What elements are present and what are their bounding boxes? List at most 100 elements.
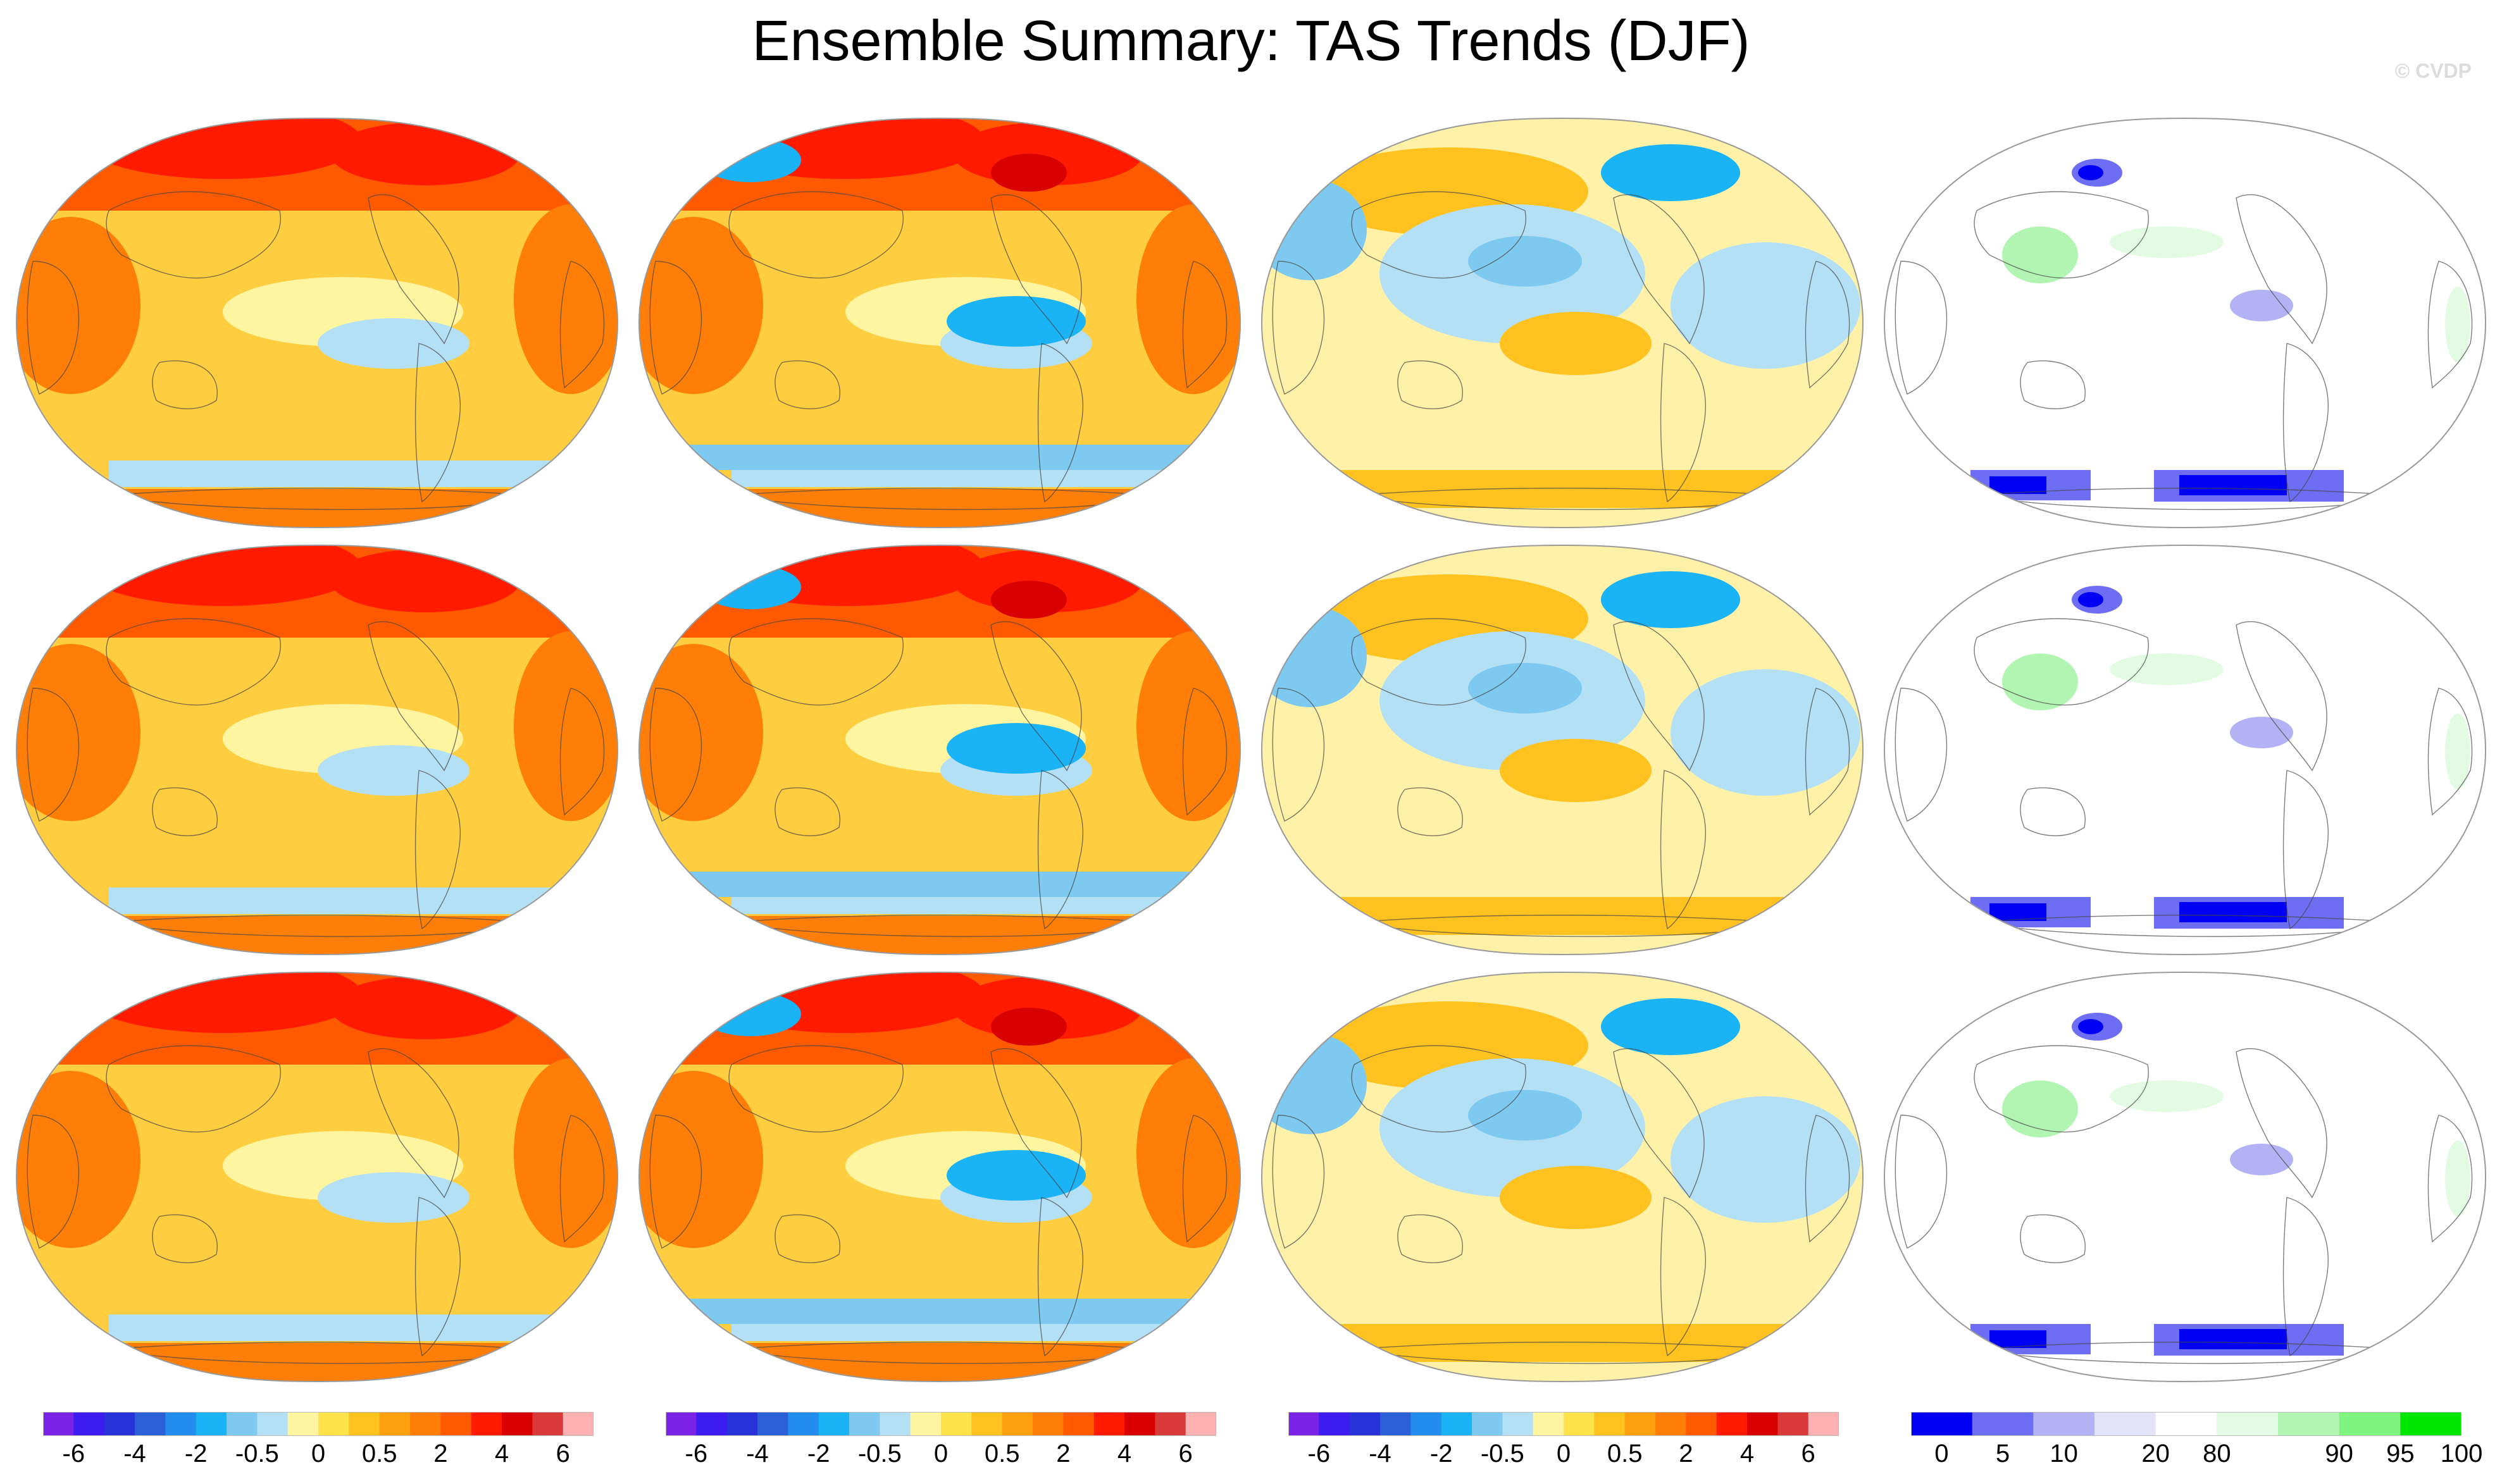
trend-colorbar-3: [1288, 1412, 1839, 1436]
map-rank-row-1: [1883, 117, 2487, 529]
colorbar-swatch: [257, 1412, 289, 1436]
map-diff-row-3: [1260, 971, 1864, 1383]
colorbar-tick-label: 6: [1801, 1440, 1815, 1468]
colorbar-tick-label: 80: [2203, 1440, 2231, 1468]
colorbar-swatch: [1716, 1412, 1748, 1436]
map-diff-row-1: [1260, 117, 1864, 529]
colorbar-swatch: [1124, 1412, 1155, 1436]
colorbar-swatch: [2339, 1412, 2401, 1436]
colorbar-tick-label: 0: [1556, 1440, 1571, 1468]
colorbar-tick-label: 20: [2141, 1440, 2170, 1468]
colorbar-tick-label: 0: [1934, 1440, 1949, 1468]
colorbar-swatch: [1972, 1412, 2034, 1436]
colorbar-swatch: [696, 1412, 728, 1436]
colorbar-tick-label: 2: [433, 1440, 448, 1468]
colorbar-swatch: [502, 1412, 533, 1436]
colorbar-tick-label: -2: [184, 1440, 208, 1468]
colorbar-swatch: [318, 1412, 349, 1436]
colorbar-tick-label: -4: [746, 1440, 769, 1468]
colorbar-swatch: [440, 1412, 472, 1436]
colorbar-tick-label: 4: [1740, 1440, 1755, 1468]
watermark: © CVDP: [2394, 59, 2472, 82]
colorbar-swatch: [2217, 1412, 2279, 1436]
map-rank-row-3: [1883, 971, 2487, 1383]
map-obs-row-3: [638, 971, 1242, 1383]
colorbar-swatch: [1502, 1412, 1534, 1436]
colorbar-swatch: [379, 1412, 411, 1436]
colorbar-swatch: [1564, 1412, 1595, 1436]
colorbar-tick-label: -6: [685, 1440, 708, 1468]
colorbar-swatch: [2155, 1412, 2217, 1436]
colorbar-tick-label: 100: [2440, 1440, 2483, 1468]
colorbar-swatch: [1033, 1412, 1064, 1436]
map-obs-row-2: [638, 544, 1242, 956]
colorbar-swatch: [1349, 1412, 1381, 1436]
colorbar-swatch: [880, 1412, 911, 1436]
colorbar-swatch: [1155, 1412, 1186, 1436]
colorbar-tick-label: 0.5: [984, 1440, 1020, 1468]
colorbar-swatch: [1777, 1412, 1809, 1436]
colorbar-tick-label: 5: [1995, 1440, 2010, 1468]
colorbar-swatch: [532, 1412, 564, 1436]
map-ens-row-3: [15, 971, 619, 1383]
colorbar-tick-label: -6: [1307, 1440, 1331, 1468]
map-ens-row-2: [15, 544, 619, 956]
colorbar-swatch: [2278, 1412, 2340, 1436]
colorbar-tick-label: 0: [311, 1440, 326, 1468]
colorbar-swatch: [726, 1412, 758, 1436]
colorbar-tick-label: -2: [1429, 1440, 1453, 1468]
colorbar-swatch: [1808, 1412, 1839, 1436]
colorbar-tick-label: -0.5: [1480, 1440, 1524, 1468]
colorbar-swatch: [196, 1412, 227, 1436]
colorbar-swatch: [1624, 1412, 1656, 1436]
colorbar-swatch: [1185, 1412, 1216, 1436]
colorbar-swatch: [227, 1412, 258, 1436]
colorbar-tick-label: 6: [1178, 1440, 1193, 1468]
colorbar-swatch: [757, 1412, 788, 1436]
colorbar-swatch: [135, 1412, 166, 1436]
colorbar-swatch: [104, 1412, 135, 1436]
colorbar-swatch: [349, 1412, 380, 1436]
colorbar-swatch: [818, 1412, 850, 1436]
colorbar-tick-label: -6: [62, 1440, 85, 1468]
colorbar-swatch: [287, 1412, 319, 1436]
colorbar-swatch: [849, 1412, 880, 1436]
colorbar-swatch: [2094, 1412, 2157, 1436]
colorbar-tick-label: -0.5: [857, 1440, 902, 1468]
map-rank-row-2: [1883, 544, 2487, 956]
colorbar-tick-label: 2: [1679, 1440, 1693, 1468]
colorbar-swatch: [1911, 1412, 1973, 1436]
colorbar-tick-label: -4: [1369, 1440, 1391, 1468]
colorbar-swatch: [1093, 1412, 1125, 1436]
map-obs-row-1: [638, 117, 1242, 529]
colorbar-tick-label: 0.5: [1607, 1440, 1643, 1468]
colorbar-tick-label: 4: [494, 1440, 509, 1468]
colorbar-tick-label: 0.5: [361, 1440, 397, 1468]
colorbar-tick-label: -0.5: [235, 1440, 279, 1468]
colorbar-swatch: [971, 1412, 1003, 1436]
colorbar-swatch: [1441, 1412, 1472, 1436]
colorbar-tick-label: -4: [123, 1440, 146, 1468]
colorbar-swatch: [941, 1412, 972, 1436]
colorbar-tick-label: 6: [556, 1440, 570, 1468]
colorbar-swatch: [666, 1412, 697, 1436]
colorbar-swatch: [410, 1412, 441, 1436]
colorbar-swatch: [1533, 1412, 1564, 1436]
colorbar-swatch: [165, 1412, 197, 1436]
colorbar-tick-label: 90: [2325, 1440, 2353, 1468]
colorbar-swatch: [1319, 1412, 1350, 1436]
colorbar-swatch: [471, 1412, 502, 1436]
map-ens-row-1: [15, 117, 619, 529]
colorbar-tick-label: 10: [2050, 1440, 2078, 1468]
colorbar-tick-label: 0: [933, 1440, 949, 1468]
colorbar-swatch: [2400, 1412, 2462, 1436]
page-title: Ensemble Summary: TAS Trends (DJF): [752, 9, 1750, 73]
colorbar-swatch: [73, 1412, 105, 1436]
colorbar-swatch: [43, 1412, 74, 1436]
colorbar-swatch: [2033, 1412, 2095, 1436]
colorbar-swatch: [1410, 1412, 1442, 1436]
colorbar-swatch: [910, 1412, 942, 1436]
map-diff-row-2: [1260, 544, 1864, 956]
colorbar-tick-label: -2: [807, 1440, 830, 1468]
colorbar-swatch: [1380, 1412, 1411, 1436]
